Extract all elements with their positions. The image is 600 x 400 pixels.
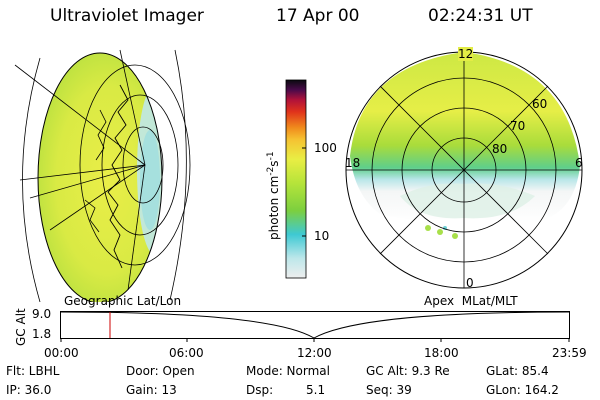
- colorbar-unit-label: photon cm-2s-1: [266, 151, 281, 240]
- colorbar-tick-100: 100: [314, 141, 337, 155]
- geographic-globe-image: [14, 49, 191, 302]
- glat-info: GLat: 85.4: [486, 364, 549, 378]
- altitude-ylabel: GC Alt: [14, 308, 28, 346]
- mlt-label-6: 6: [575, 156, 583, 170]
- gc-alt-info: GC Alt: 9.3 Re: [366, 364, 450, 378]
- mode-info: Mode: Normal: [246, 364, 330, 378]
- altitude-xtick-0000: 00:00: [44, 346, 79, 360]
- magnetic-polar-plot: [345, 51, 583, 289]
- altitude-ytick-9: 9.0: [32, 307, 52, 321]
- time-label: 02:24:31 UT: [428, 6, 533, 26]
- dsp-value: 5.1: [306, 383, 326, 397]
- gain-info: Gain: 13: [126, 383, 177, 397]
- colorbar: [285, 79, 307, 279]
- altitude-xtick-1800: 18:00: [424, 346, 459, 360]
- mlat-label-80: 80: [492, 142, 508, 156]
- altitude-xtick-0600: 06:00: [169, 346, 204, 360]
- altitude-xtick-2359: 23:59: [552, 346, 587, 360]
- ip-info: IP: 36.0: [6, 383, 52, 397]
- glon-info: GLon: 164.2: [486, 383, 559, 397]
- seq-info: Seq: 39: [366, 383, 412, 397]
- instrument-title: Ultraviolet Imager: [50, 6, 204, 26]
- apex-caption: Apex MLat/MLT: [424, 294, 518, 308]
- altitude-ytick-1.8: 1.8: [32, 327, 52, 341]
- mlt-label-18: 18: [345, 156, 361, 170]
- date-label: 17 Apr 00: [276, 6, 360, 26]
- mlat-label-70: 70: [510, 119, 526, 133]
- mlt-label-0: 0: [466, 276, 474, 290]
- door-info: Door: Open: [126, 364, 195, 378]
- geographic-caption: Geographic Lat/Lon: [64, 294, 182, 308]
- mlat-label-60: 60: [532, 97, 548, 111]
- filter-info: Flt: LBHL: [6, 364, 60, 378]
- altitude-timeline-plot: [60, 311, 570, 342]
- mlt-label-12: 12: [458, 47, 474, 61]
- altitude-xtick-1200: 12:00: [297, 346, 332, 360]
- dsp-label: Dsp:: [246, 383, 274, 397]
- colorbar-tick-10: 10: [314, 229, 330, 243]
